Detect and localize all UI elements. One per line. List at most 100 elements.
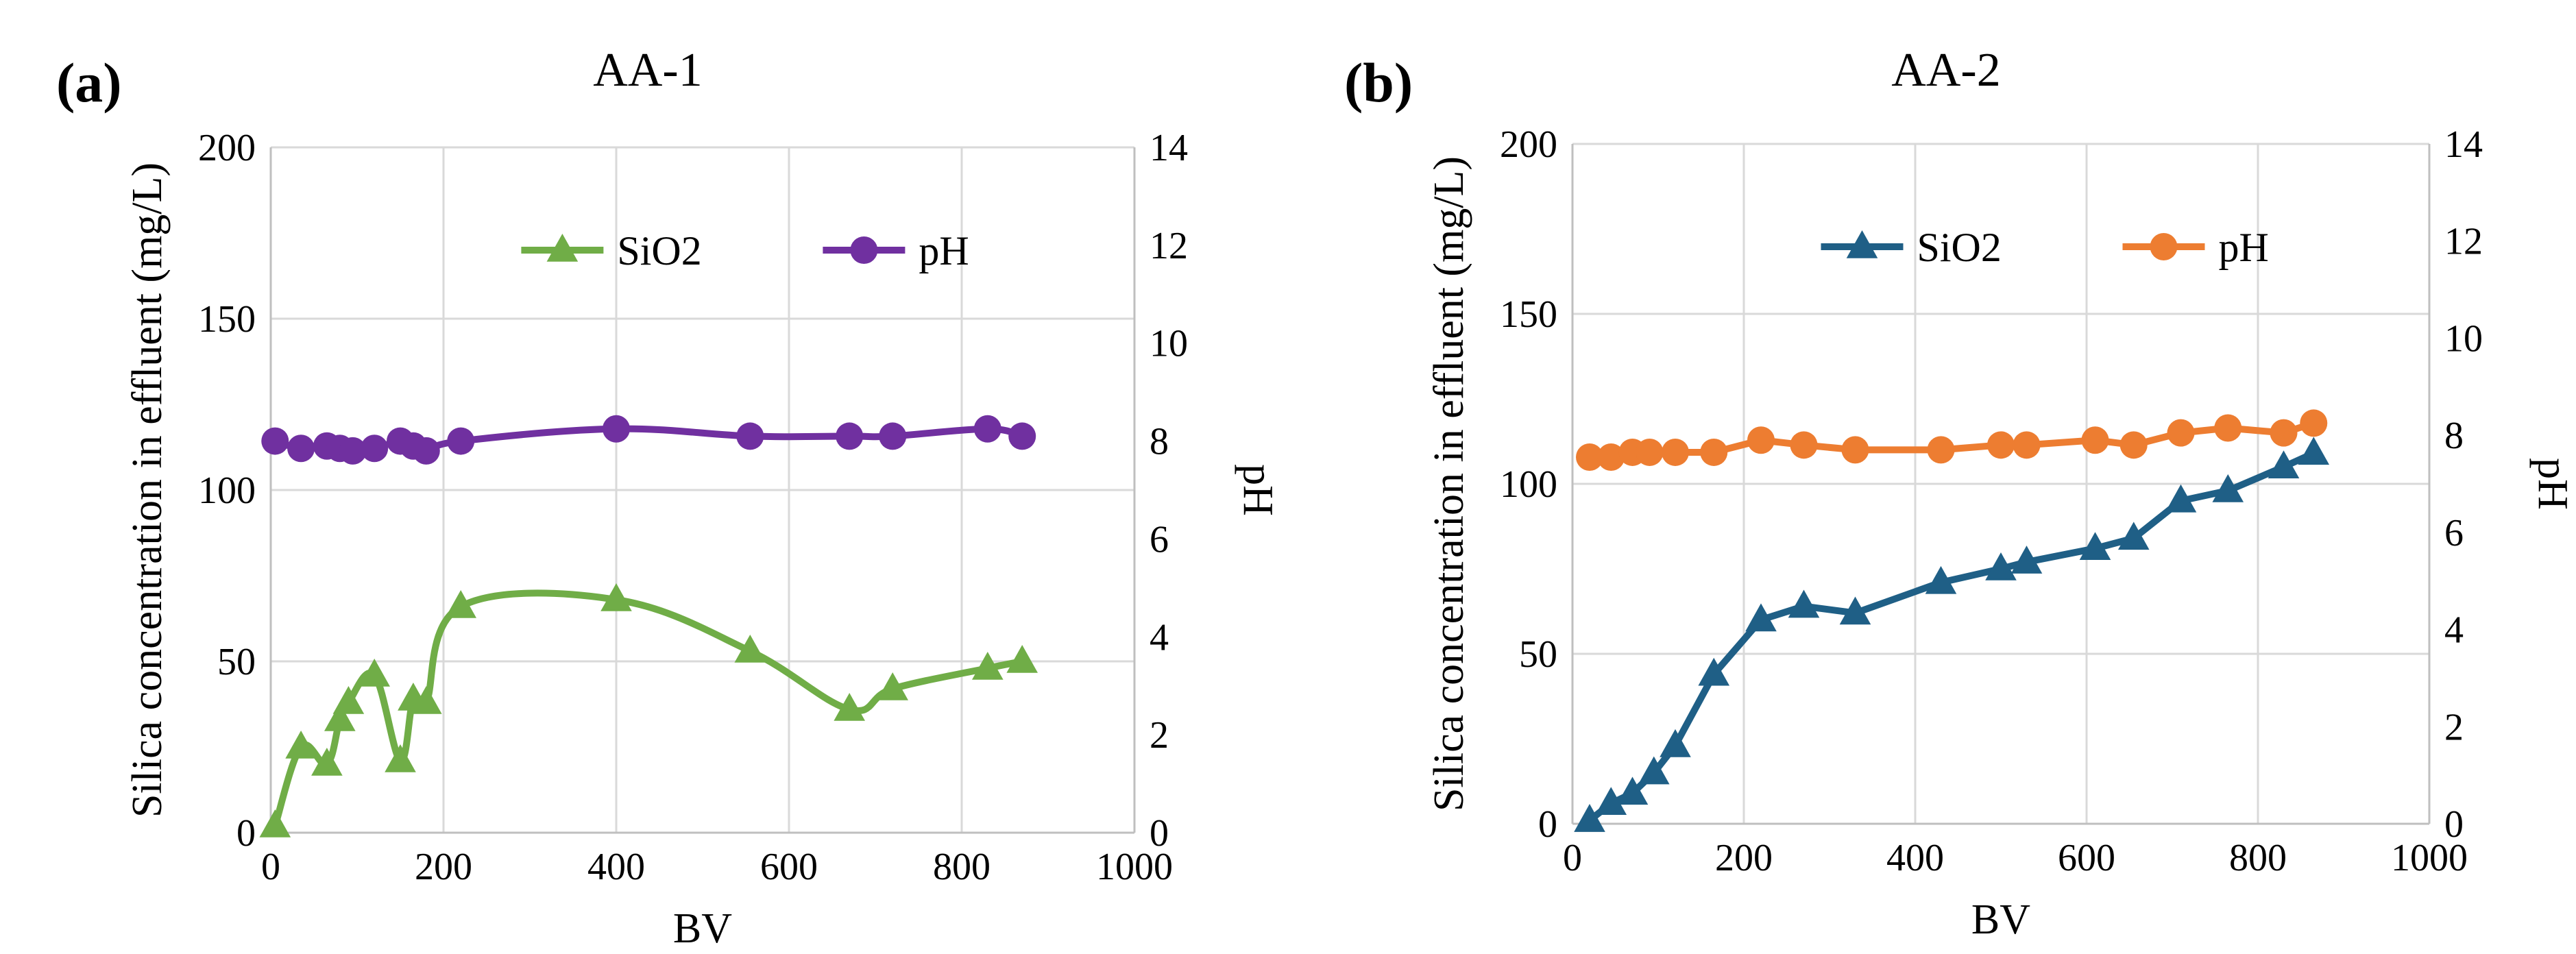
series-line (1586, 450, 2318, 824)
x-tick-label: 600 (2058, 837, 2115, 879)
y2-tick-label: 4 (2444, 609, 2464, 652)
legend-swatch-circle (2150, 233, 2178, 260)
y2-tick-label: 0 (2444, 803, 2464, 846)
data-point-triangle (2010, 546, 2043, 574)
y2-tick-label: 10 (2444, 317, 2483, 360)
series-sio2 (1574, 437, 2330, 832)
gridlines (269, 146, 1136, 834)
panel-title: AA-2 (1891, 44, 2000, 97)
y-tick-label: 0 (236, 812, 256, 855)
data-point-triangle (1698, 657, 1730, 686)
data-point-triangle (2117, 522, 2150, 550)
data-point-triangle (2165, 484, 2197, 513)
y2-tick-label: 4 (1150, 616, 1169, 659)
legend-label: pH (919, 228, 969, 273)
chart-panel-a: 0 200 400 600 800 1000 0 50 100 150 200 0 2 4 6 8 10 12 14… (56, 44, 1281, 952)
legend-label: SiO2 (617, 228, 701, 273)
legend-label: SiO2 (1917, 225, 2002, 270)
data-point-triangle (311, 748, 343, 776)
data-point-triangle (2298, 437, 2330, 465)
y-tick-label: 50 (1519, 633, 1557, 676)
chart-a-svg: 0 200 400 600 800 100005010015020002468101214… (56, 44, 1281, 952)
y2-tick-label: 12 (2444, 221, 2483, 263)
panel-label: (b) (1344, 51, 1413, 114)
data-point-circle (879, 422, 907, 450)
y2-tick-label: 14 (1150, 127, 1188, 169)
data-point-triangle (734, 635, 766, 663)
data-point-triangle (600, 583, 632, 611)
x-tick-label: 600 (760, 846, 818, 888)
y2-tick-label: 2 (2444, 706, 2464, 748)
data-point-circle (973, 415, 1001, 443)
data-point-circle (339, 437, 367, 465)
x-tick-label: 400 (587, 846, 645, 888)
y-axis-title: Silica concentration in effluent (mg/L) (1426, 156, 1472, 811)
panel-title: AA-1 (593, 44, 702, 97)
legend-item: SiO2 (521, 228, 702, 273)
data-point-circle (2214, 414, 2242, 442)
data-point-circle (1747, 426, 1775, 454)
x-tick-label: 800 (933, 846, 991, 888)
x-tick-label: 1000 (1096, 846, 1173, 888)
y-tick-label: 150 (1500, 293, 1557, 336)
data-point-triangle (1660, 729, 1691, 757)
x-tick-label: 200 (415, 846, 472, 888)
data-point-circle (1636, 438, 1664, 466)
data-point-circle (736, 422, 764, 450)
data-point-circle (361, 435, 389, 463)
data-point-triangle (972, 652, 1004, 680)
data-point-circle (2300, 409, 2328, 437)
data-point-triangle (1788, 589, 1820, 618)
data-point-circle (2119, 431, 2148, 459)
data-point-triangle (385, 744, 416, 772)
data-point-circle (836, 422, 864, 450)
y2-tick-label: 6 (1150, 518, 1169, 561)
data-point-triangle (1839, 596, 1871, 625)
y2-tick-label: 8 (2444, 415, 2464, 457)
data-point-circle (261, 427, 289, 455)
series-line (271, 589, 1026, 829)
data-point-circle (412, 437, 440, 465)
legend-item: SiO2 (1821, 225, 2002, 270)
y-tick-label: 200 (1500, 123, 1557, 166)
data-point-triangle (834, 693, 865, 721)
data-point-circle (1008, 422, 1036, 450)
data-point-triangle (2268, 450, 2300, 478)
data-point-circle (2013, 431, 2041, 459)
data-point-triangle (285, 731, 317, 759)
data-point-circle (1927, 436, 1955, 464)
y-tick-label: 100 (1500, 463, 1557, 506)
data-point-triangle (1638, 756, 1670, 785)
legend-label: pH (2219, 225, 2269, 270)
data-point-circle (2081, 426, 2109, 454)
y-tick-label: 50 (217, 641, 256, 683)
x-tick-label: 0 (1563, 837, 1582, 879)
data-point-circle (1700, 438, 1728, 466)
data-point-triangle (411, 686, 442, 714)
data-point-triangle (2212, 474, 2244, 502)
data-point-triangle (1745, 603, 1777, 632)
x-tick-label: 1000 (2391, 837, 2468, 879)
legend-swatch-triangle (546, 234, 579, 262)
data-point-circle (1662, 438, 1689, 466)
data-point-triangle (359, 659, 390, 687)
data-point-triangle (1595, 787, 1627, 816)
y-tick-label: 100 (198, 469, 256, 512)
x-tick-label: 0 (261, 846, 280, 888)
chart-b-svg: 0 200 400 600 800 100005010015020002468101214… (1344, 44, 2576, 943)
x-tick-label: 200 (1715, 837, 1773, 879)
legend-swatch-circle (850, 236, 878, 264)
data-point-triangle (332, 686, 365, 714)
x-tick-label: 400 (1886, 837, 1944, 879)
y-tick-label: 0 (1538, 803, 1557, 846)
panel-label: (a) (56, 51, 122, 114)
y2-tick-label: 8 (1150, 421, 1169, 463)
y2-axis-title: pH (1235, 464, 1281, 516)
data-point-triangle (1985, 552, 2017, 580)
data-point-triangle (324, 703, 356, 731)
x-axis-title: BV (673, 905, 732, 952)
series-ph (1576, 409, 2328, 472)
data-point-circle (1987, 431, 2015, 459)
data-point-triangle (2079, 532, 2111, 561)
data-point-circle (287, 435, 315, 463)
